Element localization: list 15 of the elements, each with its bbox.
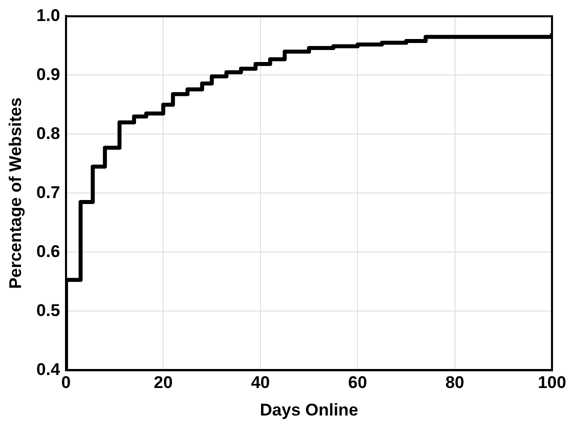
y-tick-label: 0.5 [36, 300, 60, 320]
x-axis-title: Days Online [260, 400, 358, 420]
y-tick-label: 0.6 [36, 242, 60, 261]
y-tick-label: 0.4 [36, 360, 61, 379]
y-tick-label: 1.0 [36, 6, 60, 25]
y-tick-label: 0.7 [36, 182, 60, 202]
x-tick-label: 100 [538, 373, 566, 392]
x-tick-label: 0 [61, 373, 71, 392]
x-tick-label: 80 [445, 373, 464, 392]
y-tick-label: 0.9 [36, 64, 60, 84]
x-tick-label: 60 [348, 373, 368, 392]
y-axis-title: Percentage of Websites [6, 97, 25, 289]
y-tick-label: 0.8 [36, 124, 60, 143]
x-tick-label: 40 [250, 373, 270, 392]
x-tick-label: 20 [154, 373, 173, 392]
